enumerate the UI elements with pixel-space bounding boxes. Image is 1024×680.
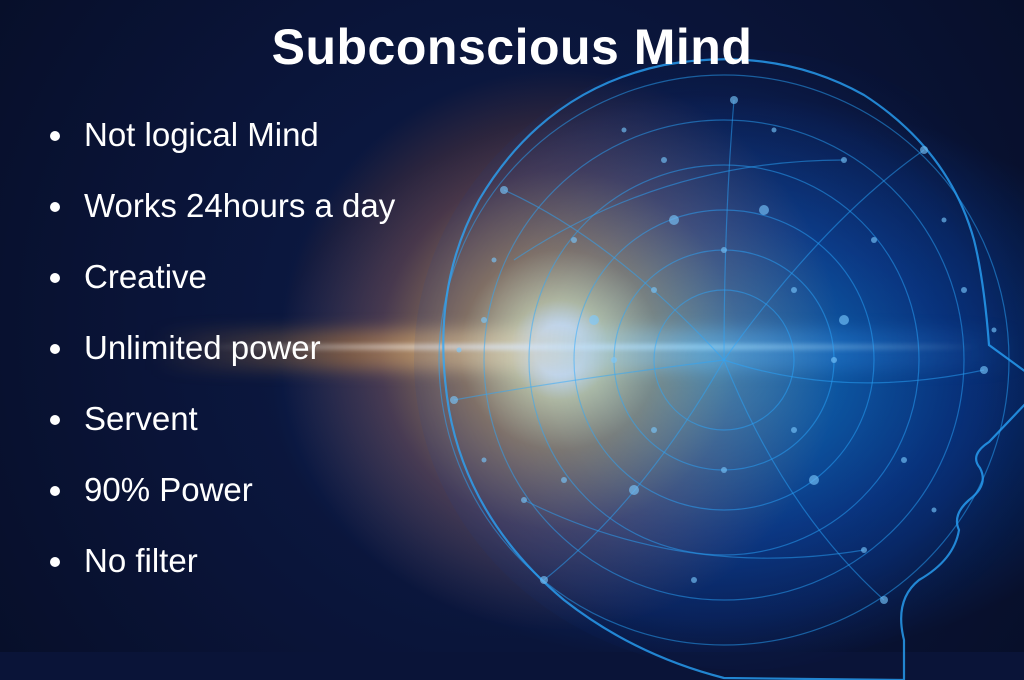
list-item: Not logical Mind [44, 118, 395, 151]
list-item: No filter [44, 544, 395, 577]
list-item: Unlimited power [44, 331, 395, 364]
bullet-list: Not logical Mind Works 24hours a day Cre… [44, 118, 395, 615]
list-item: 90% Power [44, 473, 395, 506]
page-title: Subconscious Mind [0, 18, 1024, 76]
list-item: Servent [44, 402, 395, 435]
list-item: Works 24hours a day [44, 189, 395, 222]
head-circuit-graphic [364, 40, 1024, 680]
list-item: Creative [44, 260, 395, 293]
